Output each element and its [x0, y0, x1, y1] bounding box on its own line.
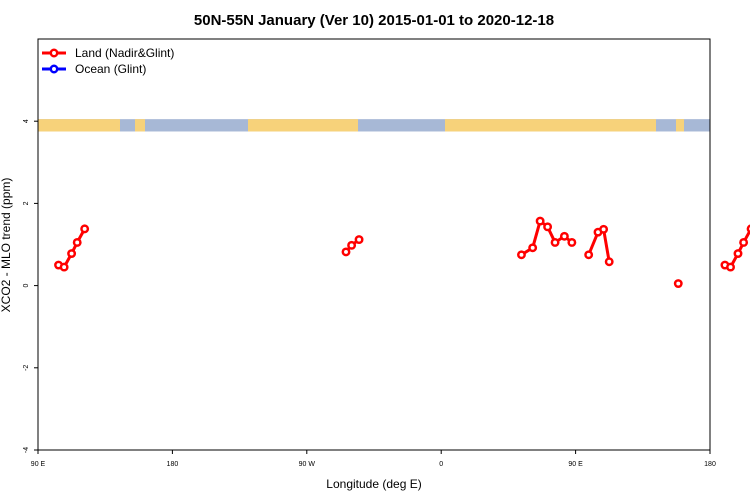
x-tick-label: 180 — [704, 461, 716, 468]
chart-title: 50N-55N January (Ver 10) 2015-01-01 to 2… — [194, 12, 554, 29]
y-tick-label: -4 — [23, 447, 30, 453]
x-tick-label: 180 — [167, 461, 179, 468]
data-point — [746, 224, 750, 234]
legend-marker — [49, 64, 59, 74]
series-layer — [54, 216, 750, 288]
data-point — [567, 237, 577, 247]
data-point — [726, 262, 735, 272]
y-tick-label: 2 — [23, 201, 30, 205]
data-point — [67, 249, 77, 258]
x-tick-label: 90 W — [299, 461, 316, 468]
data-point — [604, 257, 614, 267]
x-tick-label: 0 — [439, 461, 443, 468]
x-tick-label: 90 E — [568, 461, 583, 468]
data-point — [528, 243, 538, 253]
data-point — [341, 247, 351, 257]
data-point — [517, 250, 526, 260]
land-band — [248, 119, 358, 132]
data-point — [535, 216, 545, 226]
land-band — [676, 119, 684, 132]
data-point — [673, 279, 683, 288]
land-band — [445, 119, 656, 132]
data-point — [550, 237, 560, 247]
data-point — [739, 237, 749, 247]
data-point — [559, 231, 569, 241]
land-sea-strip — [38, 119, 710, 132]
plot-frame — [37, 38, 711, 451]
data-point — [72, 237, 82, 247]
data-point — [59, 262, 69, 272]
series-line — [724, 228, 750, 269]
legend-label: Land (Nadir&Glint) — [75, 46, 174, 60]
data-point — [354, 235, 364, 245]
data-point — [733, 249, 743, 258]
y-tick-label: 4 — [23, 119, 30, 123]
data-point — [80, 224, 90, 234]
land-band — [135, 119, 145, 132]
y-tick-label: 0 — [23, 284, 30, 288]
series-line — [58, 228, 86, 269]
land-band — [38, 119, 120, 132]
data-point — [543, 222, 553, 232]
legend-marker — [49, 48, 59, 58]
y-axis-label: XCO2 - MLO trend (ppm) — [0, 178, 13, 313]
data-point — [347, 240, 357, 250]
x-axis: 90 E 180 90 W 0 90 E 180 — [31, 450, 716, 468]
y-tick-label: -2 — [23, 365, 30, 371]
x-tick-label: 90 E — [31, 461, 46, 468]
legend-label: Ocean (Glint) — [75, 62, 146, 76]
legend: Land (Nadir&Glint) Ocean (Glint) — [42, 46, 174, 76]
x-axis-label: Longitude (deg E) — [326, 477, 421, 491]
series-land-nadir-glint- — [54, 216, 750, 288]
data-point — [584, 250, 594, 260]
y-axis: -4 -2 0 2 4 — [23, 119, 38, 453]
data-point — [599, 224, 609, 234]
